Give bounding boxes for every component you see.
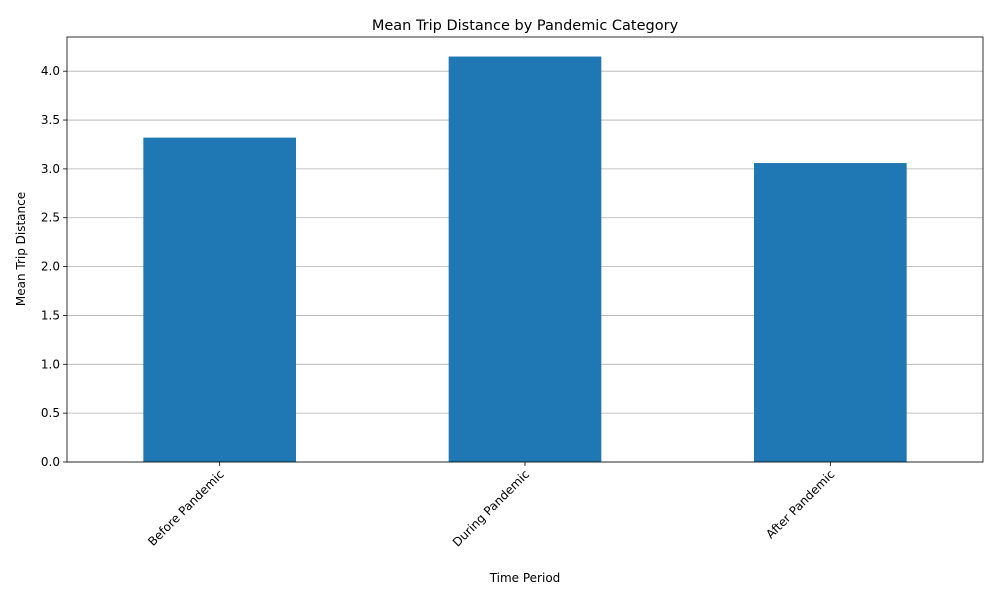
y-axis-label: Mean Trip Distance xyxy=(14,192,28,306)
bar xyxy=(448,56,602,463)
y-tick-label: 3.0 xyxy=(41,162,60,176)
bar xyxy=(754,163,907,462)
y-tick-label: 2.0 xyxy=(41,260,60,274)
y-tick-label: 4.0 xyxy=(41,64,60,78)
y-tick-label: 0.5 xyxy=(41,406,60,420)
y-tick-label: 3.5 xyxy=(41,113,60,127)
y-tick-label: 1.5 xyxy=(41,308,60,322)
chart-title: Mean Trip Distance by Pandemic Category xyxy=(372,18,679,34)
y-axis-ticks: 0.0 0.5 1.0 1.5 2.0 2.5 3.0 3.5 4.0 xyxy=(41,64,67,469)
y-tick-label: 1.0 xyxy=(41,357,60,371)
y-tick-label: 2.5 xyxy=(41,211,60,225)
x-axis-label: Time Period xyxy=(489,571,561,585)
bars xyxy=(143,56,907,463)
bar xyxy=(143,137,296,462)
y-tick-label: 0.0 xyxy=(41,455,60,469)
